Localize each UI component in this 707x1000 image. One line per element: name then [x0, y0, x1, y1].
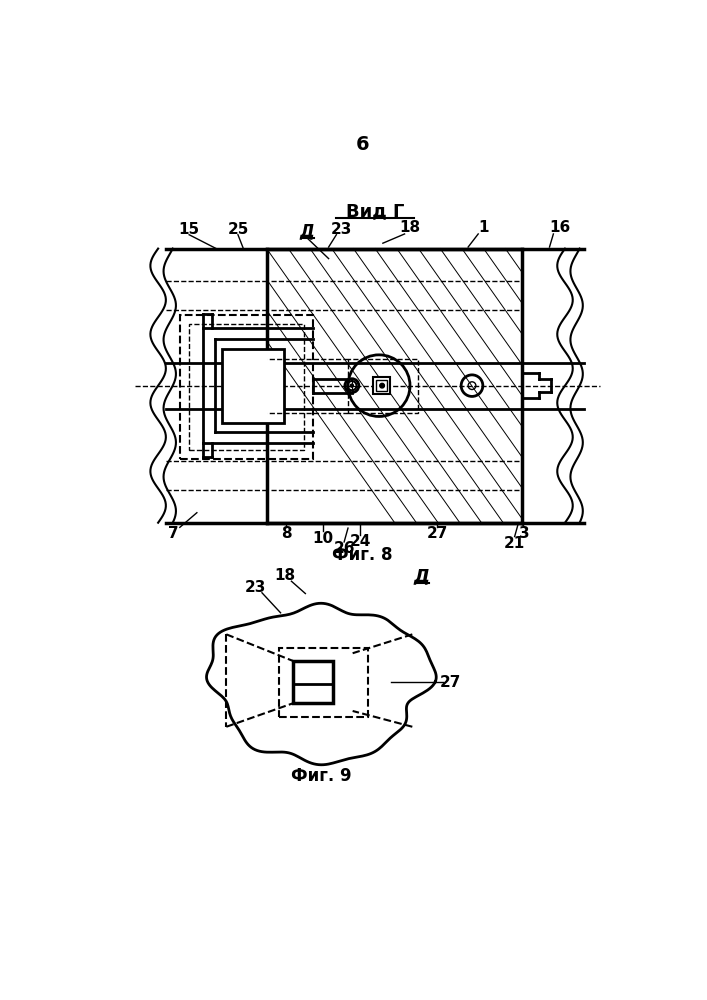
Text: 8: 8	[281, 526, 291, 541]
Text: 16: 16	[549, 220, 571, 235]
Bar	[279, 648, 368, 717]
Text: 10: 10	[312, 531, 334, 546]
Text: 15: 15	[179, 222, 199, 237]
Text: 21: 21	[504, 536, 525, 551]
Text: 3: 3	[520, 526, 530, 541]
Text: 27: 27	[426, 526, 448, 541]
Text: 18: 18	[399, 220, 421, 235]
Text: 26: 26	[334, 541, 355, 556]
Circle shape	[351, 384, 354, 387]
Text: Вид Г: Вид Г	[346, 202, 404, 220]
Bar	[293, 661, 333, 703]
Text: Д: Д	[414, 567, 430, 585]
Circle shape	[345, 379, 359, 393]
Text: 18: 18	[274, 568, 295, 583]
Text: 7: 7	[168, 526, 179, 541]
Bar	[189, 324, 304, 450]
Text: Фиг. 9: Фиг. 9	[291, 767, 351, 785]
Bar	[373, 377, 390, 394]
Text: Д: Д	[300, 222, 315, 240]
Bar	[348, 359, 418, 413]
Text: 6: 6	[356, 135, 370, 154]
Text: 27: 27	[440, 675, 461, 690]
Text: Фиг. 8: Фиг. 8	[332, 546, 393, 564]
Bar	[222, 349, 284, 423]
Text: 24: 24	[350, 534, 371, 549]
Text: 25: 25	[227, 222, 249, 237]
Bar	[180, 315, 313, 459]
Bar	[376, 380, 387, 391]
Text: 23: 23	[331, 222, 353, 237]
Circle shape	[380, 383, 385, 388]
Text: 1: 1	[479, 220, 489, 235]
Text: 23: 23	[245, 580, 266, 595]
